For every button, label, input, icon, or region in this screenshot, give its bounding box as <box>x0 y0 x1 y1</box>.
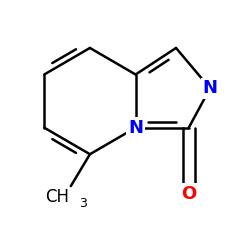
Text: CH: CH <box>45 188 69 206</box>
Text: 3: 3 <box>79 196 87 209</box>
Text: O: O <box>181 184 196 202</box>
Text: N: N <box>202 79 218 97</box>
Text: N: N <box>128 119 143 137</box>
